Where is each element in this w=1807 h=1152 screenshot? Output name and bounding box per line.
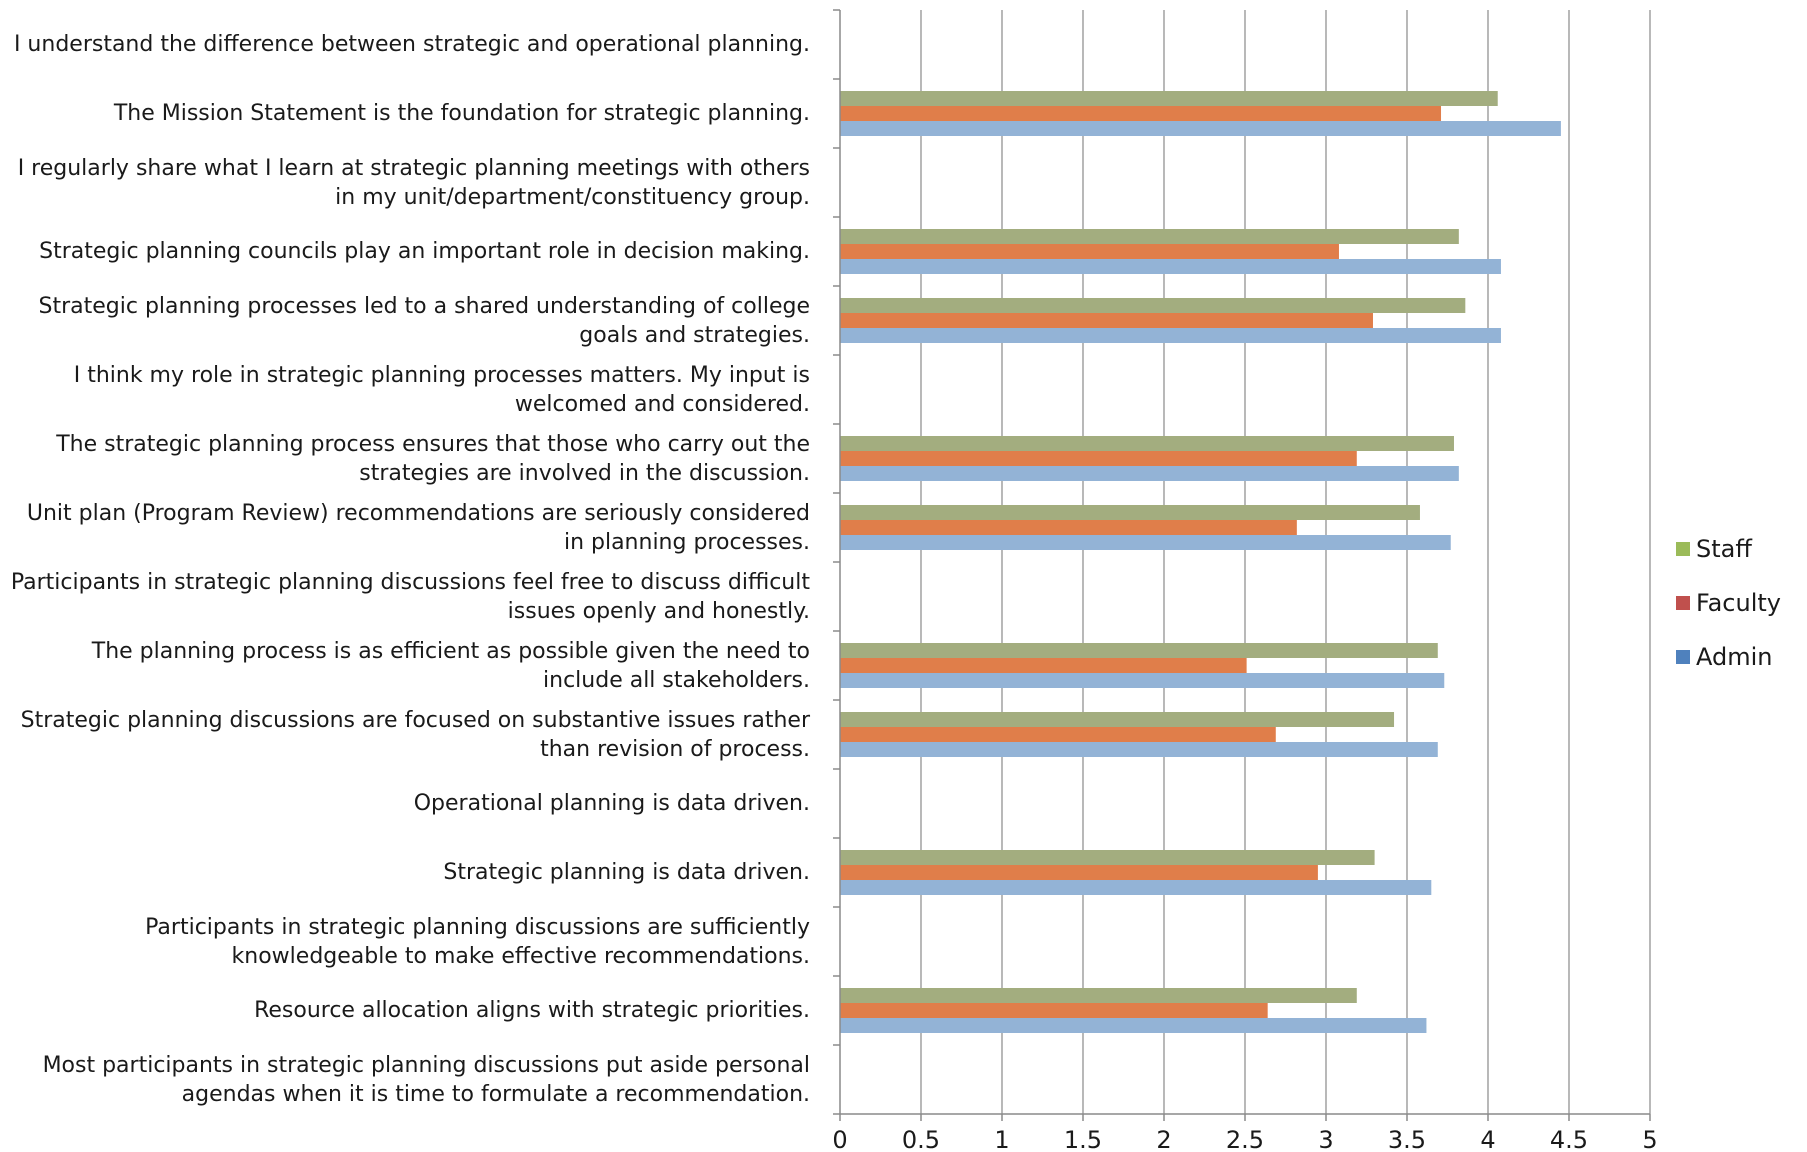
bar-admin [840, 259, 1501, 274]
bar-admin [840, 466, 1459, 481]
gridlines [920, 10, 1651, 1114]
bar-admin [840, 535, 1451, 550]
bars [840, 91, 1561, 1033]
bar-faculty [840, 865, 1318, 880]
category-label: I think my role in strategic planning pr… [73, 362, 810, 417]
bar-faculty [840, 658, 1247, 673]
x-tick-label: 5 [1642, 1126, 1657, 1152]
category-label: Operational planning is data driven. [413, 791, 810, 816]
axes [833, 9, 1651, 1121]
bar-staff [840, 298, 1466, 313]
legend-label: Faculty [1696, 589, 1781, 617]
bar-staff [840, 643, 1438, 658]
bar-faculty [840, 1003, 1268, 1018]
bar-admin [840, 328, 1501, 343]
category-label: I regularly share what I learn at strate… [17, 155, 810, 210]
bar-staff [840, 229, 1459, 244]
bar-admin [840, 742, 1438, 757]
category-label: Unit plan (Program Review) recommendatio… [26, 500, 810, 555]
category-label: I understand the difference between stra… [13, 32, 810, 57]
x-tick-label: 0.5 [902, 1126, 940, 1152]
category-label: Strategic planning councils play an impo… [39, 239, 810, 264]
category-label: Strategic planning discussions are focus… [20, 707, 810, 762]
bar-faculty [840, 106, 1442, 121]
legend-swatch [1676, 650, 1690, 664]
bar-staff [840, 505, 1420, 520]
legend-swatch [1676, 596, 1690, 610]
legend-item-admin: Admin [1676, 630, 1781, 684]
legend: Staff Faculty Admin [1676, 522, 1781, 684]
category-label: Strategic planning is data driven. [443, 860, 810, 885]
bar-staff [840, 712, 1395, 727]
bar-staff [840, 850, 1375, 865]
legend-label: Staff [1696, 535, 1752, 563]
x-tick-labels: 0 0.5 1 1.5 2 2.5 3 3.5 4 4.5 5 [832, 1126, 1657, 1152]
bar-admin [840, 673, 1445, 688]
bar-admin [840, 880, 1432, 895]
x-tick-label: 2 [1156, 1126, 1171, 1152]
x-tick-label: 0 [832, 1126, 847, 1152]
bar-faculty [840, 520, 1297, 535]
legend-item-staff: Staff [1676, 522, 1781, 576]
category-label: Strategic planning processes led to a sh… [38, 293, 810, 348]
bar-admin [840, 121, 1561, 136]
legend-item-faculty: Faculty [1676, 576, 1781, 630]
x-tick-label: 1 [994, 1126, 1009, 1152]
category-label: Participants in strategic planning discu… [145, 914, 810, 969]
legend-label: Admin [1696, 643, 1773, 671]
bar-admin [840, 1018, 1427, 1033]
category-label: Participants in strategic planning discu… [10, 569, 810, 624]
category-label: Most participants in strategic planning … [42, 1052, 810, 1107]
x-tick-label: 4 [1480, 1126, 1495, 1152]
x-tick-label: 4.5 [1550, 1126, 1588, 1152]
x-tick-label: 1.5 [1064, 1126, 1102, 1152]
bar-faculty [840, 727, 1276, 742]
bar-staff [840, 436, 1454, 451]
bar-faculty [840, 244, 1339, 259]
legend-swatch [1676, 542, 1690, 556]
category-label: The strategic planning process ensures t… [56, 431, 810, 486]
category-label: The planning process is as efficient as … [91, 638, 810, 693]
x-tick-label: 2.5 [1226, 1126, 1264, 1152]
category-label: Resource allocation aligns with strategi… [254, 998, 810, 1023]
bar-staff [840, 91, 1498, 106]
bar-staff [840, 988, 1357, 1003]
x-tick-label: 3 [1318, 1126, 1333, 1152]
category-label: The Mission Statement is the foundation … [113, 101, 810, 126]
bar-faculty [840, 451, 1357, 466]
x-tick-label: 3.5 [1388, 1126, 1426, 1152]
bar-faculty [840, 313, 1373, 328]
